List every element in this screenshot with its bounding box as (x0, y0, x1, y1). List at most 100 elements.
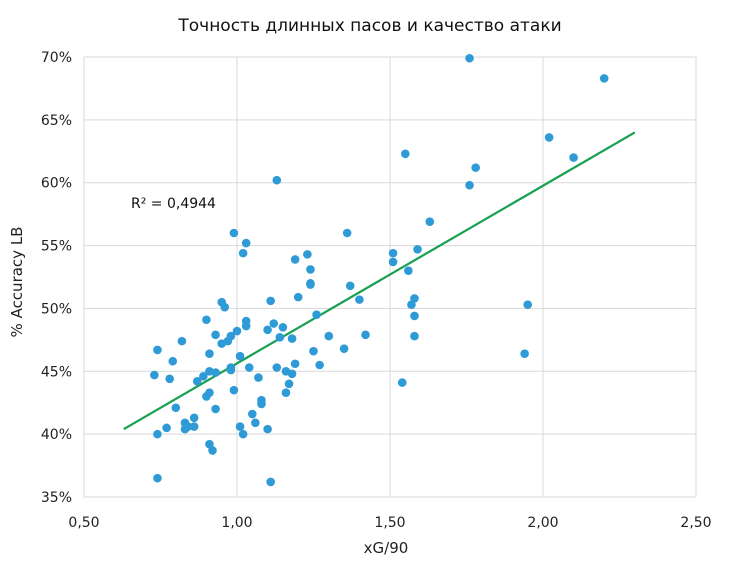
data-point (410, 294, 419, 303)
data-point (361, 330, 370, 340)
data-point (257, 399, 266, 409)
grid-layer (83, 56, 697, 498)
data-point (150, 370, 159, 380)
x-tick-label: 1,50 (374, 515, 405, 531)
x-tick-label: 2,50 (680, 515, 711, 531)
data-point (290, 359, 300, 369)
data-point (397, 378, 407, 387)
data-point (238, 248, 248, 258)
data-point (287, 369, 297, 379)
data-point (153, 429, 162, 439)
data-point (410, 311, 419, 321)
data-point (599, 74, 609, 83)
y-tick-label: 70% (41, 50, 72, 66)
x-tick-label: 1,00 (221, 515, 252, 531)
data-point (192, 377, 202, 386)
data-point (272, 175, 282, 185)
data-point (290, 255, 300, 264)
data-point (168, 356, 178, 366)
data-point (202, 315, 211, 325)
y-tick-label: 60% (41, 176, 72, 192)
data-point (425, 217, 435, 226)
data-point (162, 423, 171, 433)
data-point (211, 330, 220, 340)
y-axis-label: % Accuracy LB (8, 227, 26, 338)
data-point (254, 373, 263, 382)
x-tick-label: 2,00 (527, 515, 558, 531)
data-point (189, 413, 199, 423)
data-point (544, 133, 554, 142)
y-tick-label: 50% (41, 301, 72, 317)
data-point (229, 228, 239, 238)
data-point (199, 372, 208, 381)
points-layer (150, 53, 609, 487)
data-point (226, 331, 236, 341)
data-point (293, 292, 303, 302)
data-point (153, 345, 162, 355)
data-point (183, 422, 193, 431)
data-point (251, 418, 260, 428)
y-tick-label: 65% (41, 113, 72, 129)
data-point (177, 336, 187, 346)
data-point (520, 349, 529, 358)
data-point (235, 351, 245, 361)
data-point (238, 429, 248, 439)
data-point (315, 360, 324, 370)
data-point (241, 316, 251, 326)
data-point (205, 388, 214, 397)
y-tick-label: 55% (41, 239, 72, 255)
data-point (339, 344, 349, 353)
data-point (189, 422, 199, 431)
data-point (275, 333, 285, 342)
data-point (232, 326, 242, 336)
data-point (226, 363, 236, 372)
data-point (266, 296, 275, 306)
data-point (306, 265, 315, 274)
data-point (388, 248, 398, 258)
data-point (205, 349, 214, 358)
data-point (413, 245, 422, 254)
data-point (229, 385, 239, 395)
data-point (272, 363, 282, 372)
data-point (465, 180, 474, 190)
data-point (309, 346, 318, 356)
x-axis-label: xG/90 (364, 539, 409, 557)
data-point (220, 302, 230, 312)
tick-labels-layer: 35% 40% 45% 50% 55% 60% 65% 70% 0,50 1,00 1,50 2,00… (41, 50, 712, 531)
data-point (324, 331, 334, 341)
data-point (569, 153, 578, 162)
data-point (244, 363, 254, 372)
data-point (165, 374, 174, 384)
chart-title: Точность длинных пасов и качество атаки (177, 16, 561, 36)
data-point (306, 280, 315, 289)
data-point (153, 473, 162, 483)
data-point (211, 368, 220, 377)
data-point (211, 404, 220, 414)
data-point (208, 446, 217, 455)
data-point (171, 403, 181, 413)
y-tick-label: 40% (41, 427, 72, 443)
data-point (471, 163, 480, 172)
data-point (281, 388, 291, 397)
data-point (303, 250, 312, 259)
r-squared-label: R² = 0,4944 (131, 196, 216, 212)
y-tick-label: 45% (41, 364, 72, 380)
data-point (388, 257, 398, 267)
data-point (248, 409, 257, 419)
data-point (355, 295, 364, 304)
data-point (342, 228, 352, 238)
data-point (235, 422, 245, 431)
data-point (241, 238, 251, 248)
data-point (269, 319, 279, 328)
data-point (266, 477, 275, 487)
data-point (410, 331, 419, 341)
data-point (404, 266, 413, 276)
data-point (401, 149, 410, 159)
trendline (123, 131, 636, 431)
data-point (263, 424, 272, 434)
data-point (278, 322, 288, 332)
data-point (263, 325, 272, 335)
data-point (284, 379, 294, 389)
data-point (523, 300, 532, 309)
